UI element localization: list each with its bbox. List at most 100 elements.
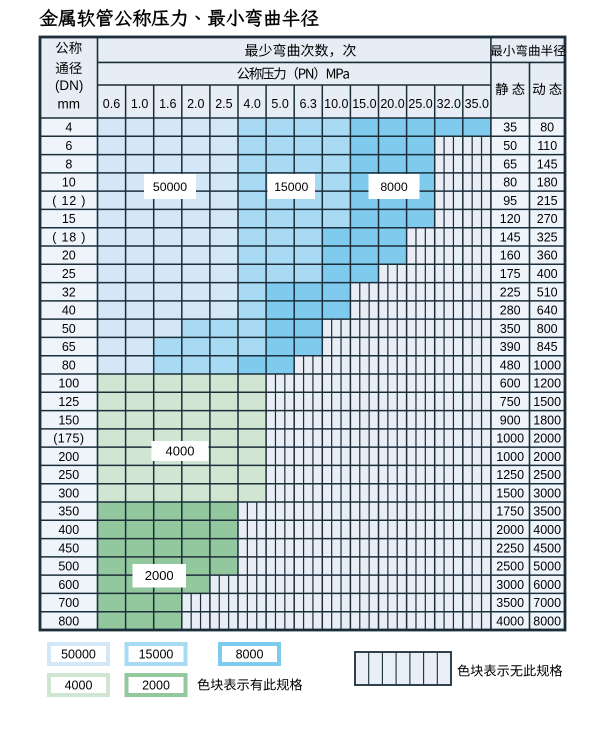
svg-text:25.0: 25.0 xyxy=(408,97,432,111)
svg-text:800: 800 xyxy=(58,615,79,629)
svg-text:1000: 1000 xyxy=(533,359,561,373)
svg-text:845: 845 xyxy=(537,340,558,354)
svg-text:8: 8 xyxy=(65,157,72,171)
svg-text:2250: 2250 xyxy=(496,541,524,555)
svg-text:65: 65 xyxy=(503,157,517,171)
svg-text:2500: 2500 xyxy=(533,468,561,482)
svg-text:1800: 1800 xyxy=(533,413,561,427)
svg-text:32: 32 xyxy=(62,285,76,299)
svg-text:350: 350 xyxy=(58,505,79,519)
svg-text:2.0: 2.0 xyxy=(187,97,204,111)
svg-text:8000: 8000 xyxy=(380,180,408,194)
svg-text:10: 10 xyxy=(62,176,76,190)
svg-text:280: 280 xyxy=(500,304,521,318)
svg-text:( 12 ): ( 12 ) xyxy=(52,194,86,208)
svg-text:600: 600 xyxy=(58,578,79,592)
svg-text:360: 360 xyxy=(537,249,558,263)
svg-text:0.6: 0.6 xyxy=(103,97,120,111)
svg-text:10.0: 10.0 xyxy=(324,97,348,111)
svg-text:50000: 50000 xyxy=(153,180,187,194)
svg-text:(175): (175) xyxy=(53,432,84,446)
svg-text:5000: 5000 xyxy=(533,560,561,574)
svg-text:400: 400 xyxy=(537,267,558,281)
svg-text:1500: 1500 xyxy=(533,395,561,409)
svg-text:8000: 8000 xyxy=(533,615,561,629)
svg-text:2000: 2000 xyxy=(145,568,174,583)
svg-text:6: 6 xyxy=(65,139,72,153)
svg-text:1.0: 1.0 xyxy=(131,97,148,111)
svg-text:225: 225 xyxy=(500,285,521,299)
svg-text:390: 390 xyxy=(500,340,521,354)
svg-text:900: 900 xyxy=(500,413,521,427)
svg-text:4000: 4000 xyxy=(65,678,93,692)
svg-text:80: 80 xyxy=(62,359,76,373)
svg-text:250: 250 xyxy=(58,468,79,482)
svg-text:1250: 1250 xyxy=(496,468,524,482)
svg-text:4000: 4000 xyxy=(533,523,561,537)
svg-text:180: 180 xyxy=(537,176,558,190)
svg-text:15.0: 15.0 xyxy=(352,97,376,111)
svg-text:510: 510 xyxy=(537,285,558,299)
svg-text:4000: 4000 xyxy=(166,443,195,458)
svg-text:1.6: 1.6 xyxy=(159,97,176,111)
svg-text:80: 80 xyxy=(540,121,554,135)
svg-text:50: 50 xyxy=(62,322,76,336)
svg-text:145: 145 xyxy=(500,231,521,245)
svg-text:3000: 3000 xyxy=(533,487,561,501)
svg-text:2000: 2000 xyxy=(496,523,524,537)
svg-text:2000: 2000 xyxy=(142,678,170,692)
svg-text:325: 325 xyxy=(537,231,558,245)
svg-text:15000: 15000 xyxy=(274,180,308,194)
svg-text:4000: 4000 xyxy=(496,615,524,629)
svg-text:175: 175 xyxy=(500,267,521,281)
svg-text:15: 15 xyxy=(62,212,76,226)
svg-text:7000: 7000 xyxy=(533,596,561,610)
svg-text:1000: 1000 xyxy=(496,432,524,446)
svg-text:4.0: 4.0 xyxy=(243,97,260,111)
svg-text:450: 450 xyxy=(58,541,79,555)
svg-text:3500: 3500 xyxy=(496,596,524,610)
svg-text:270: 270 xyxy=(537,212,558,226)
svg-text:20.0: 20.0 xyxy=(380,97,404,111)
svg-text:300: 300 xyxy=(58,487,79,501)
svg-text:3000: 3000 xyxy=(496,578,524,592)
svg-text:(DN): (DN) xyxy=(55,78,84,93)
svg-text:700: 700 xyxy=(58,596,79,610)
svg-text:640: 640 xyxy=(537,304,558,318)
svg-text:125: 125 xyxy=(58,395,79,409)
svg-text:480: 480 xyxy=(500,359,521,373)
svg-text:400: 400 xyxy=(58,523,79,537)
svg-text:50000: 50000 xyxy=(61,647,96,661)
svg-text:( 18 ): ( 18 ) xyxy=(52,231,86,245)
svg-text:215: 215 xyxy=(537,194,558,208)
svg-text:2000: 2000 xyxy=(533,450,561,464)
svg-text:35.0: 35.0 xyxy=(465,97,489,111)
svg-text:4: 4 xyxy=(65,121,72,135)
svg-text:4500: 4500 xyxy=(533,541,561,555)
svg-text:500: 500 xyxy=(58,560,79,574)
svg-text:80: 80 xyxy=(503,176,517,190)
svg-text:145: 145 xyxy=(537,157,558,171)
svg-text:160: 160 xyxy=(500,249,521,263)
svg-text:600: 600 xyxy=(500,377,521,391)
svg-text:50: 50 xyxy=(503,139,517,153)
svg-text:15000: 15000 xyxy=(139,647,174,661)
svg-text:200: 200 xyxy=(58,450,79,464)
svg-text:8000: 8000 xyxy=(236,647,264,661)
svg-text:6.3: 6.3 xyxy=(300,97,317,111)
svg-text:2000: 2000 xyxy=(533,432,561,446)
svg-text:110: 110 xyxy=(537,139,557,153)
svg-text:2500: 2500 xyxy=(496,560,524,574)
svg-text:750: 750 xyxy=(500,395,521,409)
svg-text:1000: 1000 xyxy=(496,450,524,464)
svg-text:3500: 3500 xyxy=(533,505,561,519)
svg-text:1750: 1750 xyxy=(496,505,524,519)
svg-text:350: 350 xyxy=(500,322,521,336)
svg-text:150: 150 xyxy=(58,413,79,427)
svg-text:35: 35 xyxy=(503,121,517,135)
svg-text:32.0: 32.0 xyxy=(437,97,461,111)
svg-text:95: 95 xyxy=(503,194,517,208)
svg-text:6000: 6000 xyxy=(533,578,561,592)
svg-text:2.5: 2.5 xyxy=(215,97,232,111)
svg-text:40: 40 xyxy=(62,304,76,318)
